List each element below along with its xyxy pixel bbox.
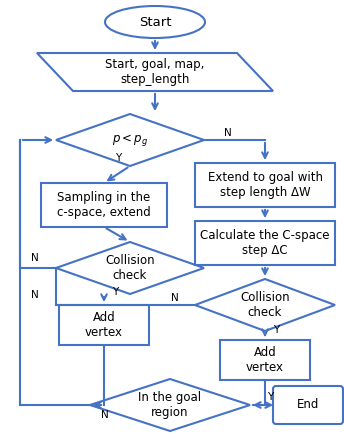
Text: Start, goal, map,
step_length: Start, goal, map, step_length xyxy=(105,58,205,86)
Text: $p < p_g$: $p < p_g$ xyxy=(112,132,148,148)
Bar xyxy=(195,163,335,207)
Text: Y: Y xyxy=(273,325,279,335)
Text: Collision
check: Collision check xyxy=(240,291,290,319)
Text: Y: Y xyxy=(267,392,273,402)
Text: Add
vertex: Add vertex xyxy=(246,346,284,374)
Text: Calculate the C-space
step ΔC: Calculate the C-space step ΔC xyxy=(200,229,330,257)
Text: Sampling in the
c-space, extend: Sampling in the c-space, extend xyxy=(57,191,151,219)
Text: Add
vertex: Add vertex xyxy=(85,311,123,339)
Bar xyxy=(59,305,149,345)
Bar xyxy=(41,183,167,227)
Bar xyxy=(195,221,335,265)
Text: Start: Start xyxy=(139,15,171,28)
Text: Extend to goal with
step length ΔW: Extend to goal with step length ΔW xyxy=(207,171,323,199)
Text: In the goal
region: In the goal region xyxy=(138,391,202,419)
Text: Y: Y xyxy=(112,287,118,297)
Text: Collision
check: Collision check xyxy=(105,254,155,282)
Text: N: N xyxy=(224,128,232,138)
Text: N: N xyxy=(31,290,39,300)
Bar xyxy=(220,340,310,380)
Text: N: N xyxy=(101,410,109,420)
Text: Y: Y xyxy=(115,153,121,163)
Text: N: N xyxy=(31,253,39,263)
Text: End: End xyxy=(297,399,319,412)
Text: N: N xyxy=(171,293,179,303)
